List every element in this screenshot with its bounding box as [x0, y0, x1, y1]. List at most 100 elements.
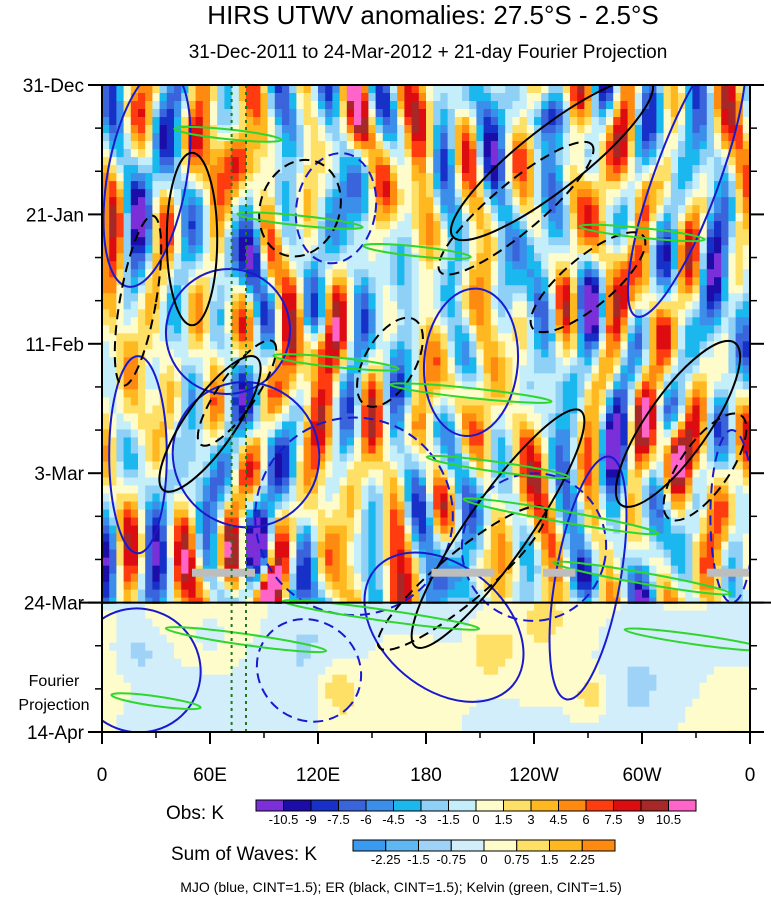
obs-cell [195, 397, 204, 407]
obs-cell [649, 461, 657, 471]
obs-cell [649, 469, 657, 479]
obs-cell [116, 173, 125, 182]
obs-cell [606, 133, 614, 142]
obs-cell [742, 509, 750, 519]
obs-cell [447, 245, 456, 254]
obs-cell [433, 189, 441, 198]
obs-cell [289, 333, 297, 342]
obs-cell [246, 181, 254, 190]
obs-cell [692, 453, 701, 463]
obs-cell [246, 421, 254, 431]
obs-cell [584, 245, 593, 254]
obs-cell [138, 149, 146, 158]
obs-cell [188, 101, 197, 110]
obs-cell [490, 149, 499, 158]
obs-cell [411, 349, 420, 358]
obs-cell [310, 269, 319, 278]
obs-cell [411, 357, 420, 366]
obs-cell [577, 405, 585, 415]
obs-cell [282, 309, 290, 318]
obs-cell [469, 397, 477, 407]
obs-cell [649, 397, 657, 407]
obs-cell [390, 261, 398, 270]
obs-cell [620, 445, 629, 455]
obs-cell [742, 469, 750, 479]
obs-cell [462, 269, 470, 278]
obs-cell [692, 405, 701, 415]
obs-cell [152, 437, 161, 447]
obs-cell [656, 301, 665, 310]
obs-cell [296, 101, 305, 110]
obs-cell [123, 437, 132, 447]
obs-cell [440, 173, 449, 182]
obs-cell [454, 493, 463, 503]
obs-cell [555, 277, 564, 286]
obs-cell [678, 173, 686, 182]
obs-cell [253, 421, 261, 431]
obs-cell [346, 429, 355, 439]
obs-cell [375, 317, 384, 326]
obs-cell [490, 157, 499, 166]
obs-cell [620, 301, 629, 310]
obs-cell [555, 261, 564, 270]
obs-cell [620, 237, 629, 246]
obs-cell [606, 101, 614, 110]
obs-cell [570, 413, 578, 423]
obs-cell [274, 101, 283, 110]
obs-cell [541, 205, 549, 214]
obs-cell [224, 141, 233, 150]
obs-cell [426, 149, 434, 158]
obs-cell [483, 405, 492, 415]
obs-cell [202, 285, 211, 294]
obs-cell [498, 325, 506, 334]
obs-cell [397, 389, 405, 399]
obs-cell [685, 477, 693, 487]
obs-cell [238, 517, 247, 527]
obs-cell [483, 205, 492, 214]
obs-cell [246, 189, 254, 198]
obs-cell [368, 389, 377, 399]
obs-cell [152, 421, 161, 431]
obs-cell [505, 317, 513, 326]
obs-cell [548, 189, 557, 198]
obs-cell [433, 229, 441, 238]
obs-cell [267, 285, 276, 294]
obs-cell [721, 445, 729, 455]
obs-cell [418, 485, 427, 495]
obs-cell [642, 181, 650, 190]
obs-cell [598, 461, 607, 471]
obs-cell [210, 301, 218, 310]
obs-cell [433, 325, 441, 334]
obs-cell [534, 333, 542, 342]
obs-cell [606, 445, 614, 455]
obs-cell [130, 189, 139, 198]
obs-cell [411, 461, 420, 471]
obs-cell [138, 165, 146, 174]
obs-cell [318, 149, 326, 158]
obs-cell [562, 173, 571, 182]
obs-cell [231, 309, 240, 318]
obs-cell [534, 93, 542, 102]
obs-cell [469, 85, 477, 94]
obs-cell [195, 365, 204, 374]
obs-cell [289, 397, 297, 407]
obs-cell [433, 221, 441, 230]
obs-cell [418, 421, 427, 431]
obs-cell [742, 341, 750, 350]
obs-cell [526, 309, 535, 318]
obs-cell [202, 445, 211, 455]
obs-cell [238, 405, 247, 415]
obs-cell [361, 477, 369, 487]
obs-cell [670, 357, 679, 366]
obs-cell [534, 373, 542, 382]
obs-cell [354, 477, 362, 487]
obs-cell [195, 181, 204, 190]
obs-cell [469, 237, 477, 246]
obs-cell [310, 525, 319, 535]
obs-cell [325, 357, 333, 366]
obs-cell [735, 189, 744, 198]
obs-cell [440, 413, 449, 423]
obs-cell [692, 469, 701, 479]
obs-cell [296, 189, 305, 198]
obs-cell [656, 197, 665, 206]
